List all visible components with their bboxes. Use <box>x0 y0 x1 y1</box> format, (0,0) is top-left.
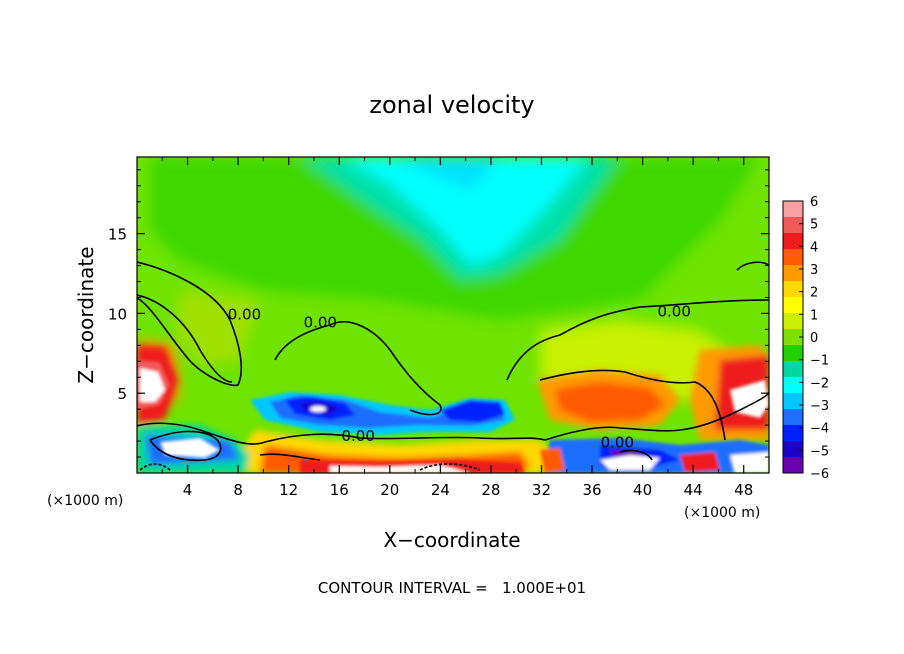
colorbar-swatch <box>783 329 803 346</box>
colorbar-swatch <box>783 361 803 378</box>
contour-line <box>419 463 481 471</box>
contour-line <box>137 422 546 445</box>
colorbar-swatch <box>783 297 803 314</box>
contour-line <box>137 294 233 383</box>
colorbar-tick-label: −1 <box>810 354 829 369</box>
x-unit-right: (×1000 m) <box>684 505 760 521</box>
colorbar-tick-label: 5 <box>810 218 818 233</box>
x-tick-label: 16 <box>330 481 349 499</box>
plot-frame <box>136 156 770 474</box>
colorbar-tick-label: 4 <box>810 240 818 255</box>
contour-label: 0.00 <box>341 427 374 445</box>
colorbar-tick-label: −4 <box>810 422 829 437</box>
contour-line <box>137 261 243 387</box>
x-tick-label: 8 <box>233 481 243 499</box>
x-tick-label: 32 <box>532 481 551 499</box>
x-tick-label: 28 <box>481 481 500 499</box>
x-tick-label: 44 <box>684 481 703 499</box>
x-tick-label: 20 <box>380 481 399 499</box>
colorbar-swatch <box>783 313 803 330</box>
colorbar-swatch <box>783 393 803 410</box>
contour-line <box>619 449 653 461</box>
contour-lines <box>137 261 769 471</box>
chart-title: zonal velocity <box>369 91 534 119</box>
contour-labels: 0.00 0.00 0.00 0.00 0.00 <box>228 302 691 451</box>
y-axis-label: Z−coordinate <box>74 246 98 383</box>
contour-line <box>149 430 222 462</box>
contour-label: 0.00 <box>601 433 634 451</box>
contour-line <box>544 391 769 441</box>
colorbar-swatch <box>783 201 803 218</box>
colorbar-swatch <box>783 425 803 442</box>
colorbar-tick-label: 3 <box>810 263 818 278</box>
contour-label: 0.00 <box>657 302 690 320</box>
colorbar-tick-label: 1 <box>810 308 818 323</box>
colorbar-swatch <box>783 409 803 426</box>
contour-line <box>274 321 442 416</box>
x-tick-label: 40 <box>633 481 652 499</box>
colorbar-swatch <box>783 457 803 474</box>
colorbar-swatch <box>783 249 803 266</box>
y-tick-label: 15 <box>108 226 127 244</box>
colorbar-swatch <box>783 217 803 234</box>
colorbar-tick-label: 0 <box>810 331 818 346</box>
x-tick-label: 36 <box>582 481 601 499</box>
colorbar-tick-label: −5 <box>810 444 829 459</box>
colorbar-swatch <box>783 441 803 458</box>
contour-line <box>539 369 726 441</box>
colorbar-tick-label: 6 <box>810 195 818 210</box>
x-tick-label: 24 <box>431 481 450 499</box>
contour-line <box>139 463 171 471</box>
x-unit-left: (×1000 m) <box>47 493 123 509</box>
y-tick-label: 5 <box>117 385 127 403</box>
colorbar: 6 5 4 3 2 1 0 −1 −2 −3 −4 −5 −6 <box>782 195 829 482</box>
colorbar-swatch <box>783 281 803 298</box>
heatmap-field <box>137 157 769 473</box>
contour-line <box>736 261 769 271</box>
colorbar-tick-label: −2 <box>810 376 829 391</box>
contour-interval-note: CONTOUR INTERVAL = 1.000E+01 <box>318 579 586 597</box>
x-tick-label: 48 <box>734 481 753 499</box>
colorbar-tick-label: −6 <box>810 467 829 482</box>
x-tick-label: 4 <box>183 481 193 499</box>
colorbar-swatch <box>783 345 803 362</box>
x-tick-label: 12 <box>279 481 298 499</box>
contour-line <box>259 453 321 461</box>
colorbar-tick-label: 2 <box>810 286 818 301</box>
x-axis-label: X−coordinate <box>383 528 520 552</box>
contour-line <box>506 299 769 381</box>
colorbar-swatch <box>783 377 803 394</box>
colorbar-tick-label: −3 <box>810 399 829 414</box>
colorbar-swatch <box>783 265 803 282</box>
colorbar-swatch <box>783 233 803 250</box>
contour-label: 0.00 <box>228 306 261 324</box>
contour-label: 0.00 <box>304 314 337 332</box>
y-tick-label: 10 <box>108 305 127 323</box>
